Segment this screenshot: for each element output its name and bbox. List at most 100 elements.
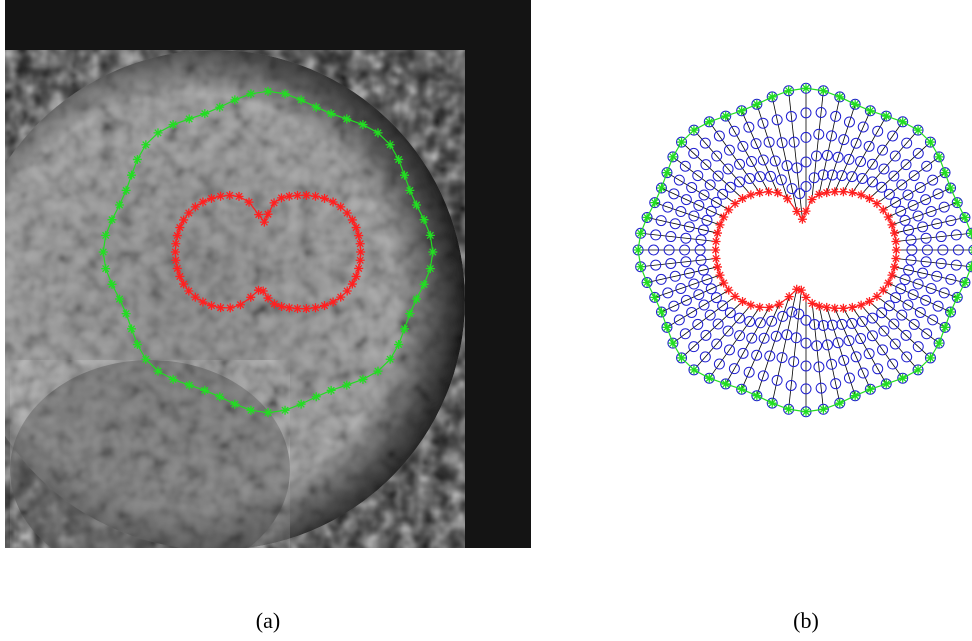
- star-marker: [320, 194, 329, 203]
- star-marker: [890, 262, 899, 271]
- star-marker: [935, 152, 944, 161]
- star-marker: [185, 381, 194, 390]
- star-marker: [225, 191, 234, 200]
- star-marker: [281, 89, 290, 98]
- star-marker: [802, 207, 811, 216]
- star-marker: [412, 295, 421, 304]
- star-marker: [173, 264, 182, 273]
- star-marker: [329, 197, 338, 206]
- star-marker: [926, 138, 935, 147]
- star-marker: [175, 223, 184, 232]
- star-marker: [783, 194, 792, 203]
- star-marker: [285, 192, 294, 201]
- star-marker: [200, 386, 209, 395]
- star-marker: [822, 303, 831, 312]
- star-marker: [705, 374, 714, 383]
- star-marker: [851, 100, 860, 109]
- star-marker: [775, 300, 784, 309]
- star-marker: [798, 215, 807, 224]
- star-marker: [352, 272, 361, 281]
- star-marker: [887, 220, 896, 229]
- star-marker: [677, 138, 686, 147]
- star-marker: [394, 340, 403, 349]
- star-marker: [354, 231, 363, 240]
- star-marker: [426, 264, 435, 273]
- star-marker: [719, 213, 728, 222]
- star-marker: [320, 301, 329, 310]
- star-marker: [245, 198, 254, 207]
- star-marker: [264, 408, 273, 417]
- star-marker: [235, 192, 244, 201]
- star-marker: [200, 109, 209, 118]
- star-marker: [668, 152, 677, 161]
- star-marker: [657, 184, 666, 193]
- star-marker: [773, 188, 782, 197]
- star-marker: [752, 100, 761, 109]
- star-marker: [327, 386, 336, 395]
- star-marker: [354, 264, 363, 273]
- star-marker: [848, 303, 857, 312]
- star-marker: [356, 256, 365, 265]
- star-marker: [230, 95, 239, 104]
- spoke: [772, 289, 797, 403]
- star-marker: [884, 278, 893, 287]
- star-marker: [784, 405, 793, 414]
- star-marker: [171, 248, 180, 257]
- star-marker: [822, 188, 831, 197]
- star-marker: [312, 392, 321, 401]
- star-marker: [207, 194, 216, 203]
- star-marker: [133, 155, 142, 164]
- star-marker: [312, 103, 321, 112]
- star-marker: [721, 379, 730, 388]
- star-marker: [127, 324, 136, 333]
- star-marker: [960, 213, 969, 222]
- star-marker: [171, 239, 180, 248]
- star-marker: [311, 192, 320, 201]
- star-marker: [802, 293, 811, 302]
- star-marker: [866, 385, 875, 394]
- star-marker: [713, 229, 722, 238]
- star-marker: [784, 86, 793, 95]
- star-marker: [175, 272, 184, 281]
- star-marker: [246, 406, 255, 415]
- star-marker: [879, 205, 888, 214]
- caption: (a): [256, 608, 280, 633]
- star-marker: [216, 192, 225, 201]
- star-marker: [327, 109, 336, 118]
- star-marker: [336, 293, 345, 302]
- star-marker: [302, 191, 311, 200]
- star-marker: [819, 405, 828, 414]
- star-marker: [960, 278, 969, 287]
- star-marker: [926, 353, 935, 362]
- star-marker: [636, 262, 645, 271]
- star-marker: [342, 114, 351, 123]
- star-marker: [293, 191, 302, 200]
- mri-image: [0, 0, 531, 580]
- star-marker: [668, 339, 677, 348]
- caption: (b): [793, 608, 819, 633]
- star-marker: [755, 188, 764, 197]
- star-marker: [264, 294, 273, 303]
- star-marker: [941, 323, 950, 332]
- star-marker: [264, 87, 273, 96]
- star-marker: [122, 186, 131, 195]
- spoke: [789, 91, 803, 220]
- star-marker: [236, 300, 245, 309]
- star-marker: [101, 231, 110, 240]
- star-marker: [662, 323, 671, 332]
- star-marker: [792, 207, 801, 216]
- star-marker: [348, 280, 357, 289]
- star-marker: [830, 304, 839, 313]
- star-marker: [891, 254, 900, 263]
- star-marker: [343, 208, 352, 217]
- star-marker: [171, 256, 180, 265]
- spoke: [667, 290, 729, 327]
- star-marker: [887, 271, 896, 280]
- star-marker: [264, 210, 273, 219]
- star-marker: [898, 374, 907, 383]
- star-marker: [768, 92, 777, 101]
- star-marker: [807, 195, 816, 204]
- star-marker: [946, 307, 955, 316]
- star-marker: [373, 367, 382, 376]
- star-marker: [764, 187, 773, 196]
